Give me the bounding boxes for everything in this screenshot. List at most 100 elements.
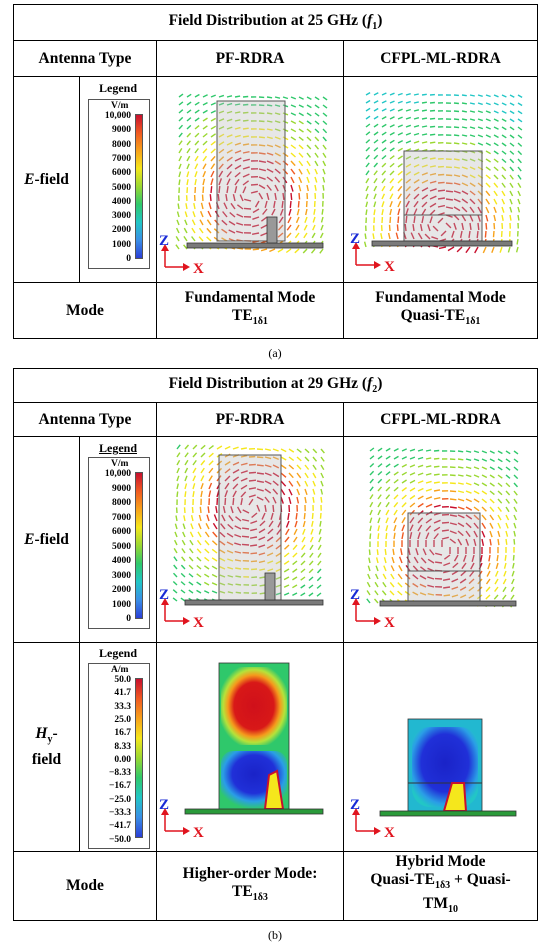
field-vector [381,100,387,104]
field-vector [509,94,515,98]
field-vector [248,487,257,490]
field-vector [317,544,322,551]
field-vector [451,586,459,590]
field-vector [384,548,387,556]
field-vector [210,148,216,154]
field-vector [401,471,408,476]
field-vector [373,185,378,192]
field-vector [493,94,499,98]
field-vector [218,118,225,122]
field-vector [264,488,272,494]
field-vector [441,529,449,532]
field-vector [239,194,244,202]
field-vector [391,556,395,564]
axis-z-label: Z [159,233,169,249]
field-vector [457,498,465,502]
field-vector [312,456,318,462]
field-vector [312,480,316,487]
field-vector [493,206,497,213]
field-vector [429,195,437,200]
field-vector [284,528,290,536]
field-vector [178,163,182,170]
field-vector [274,160,282,166]
field-vector [184,467,189,474]
field-vector [191,219,196,226]
field-vector [322,96,328,101]
field-vector [258,136,265,139]
cfpl-ml-rdra-e-field-plot: Z X [342,76,539,283]
field-vector [272,472,280,478]
field-vector [284,544,290,550]
field-vector [473,506,480,512]
field-vector [248,498,254,506]
field-vector [206,236,212,242]
field-vector [186,109,192,114]
legend-tick-label: −8.33 [108,768,131,779]
field-vector [493,198,498,205]
field-vector [303,224,308,231]
field-vector [485,578,491,585]
field-vector [409,479,416,484]
field-vector [517,142,523,147]
field-vector [182,523,186,530]
field-vector [459,230,463,239]
row-label-mode: Mode [13,282,157,339]
field-vector [461,174,468,178]
field-vector [505,450,511,455]
field-vector [385,471,391,476]
field-vector [202,170,207,178]
field-vector [377,501,382,508]
cfpl-e-field-svg: Z X [350,91,523,275]
field-vector [314,152,319,158]
field-vector [491,246,495,253]
field-vector [449,474,456,477]
field-vector [322,112,328,117]
field-vector [234,178,240,186]
field-vector [453,102,459,105]
field-vector [274,152,281,157]
field-vector [517,214,520,221]
field-vector [235,516,242,522]
field-vector [413,215,416,224]
field-vector [381,162,387,168]
field-vector [409,448,416,452]
field-vector [469,206,475,214]
field-vector [210,178,214,186]
field-vector [453,190,461,194]
field-vector [390,565,395,572]
field-vector [497,450,503,455]
field-vector [290,96,297,100]
legend-tick-label: 1000 [112,599,131,610]
field-vector [230,506,234,514]
field-vector [497,538,500,546]
field-vector [290,128,297,133]
field-vector [401,517,406,524]
field-vector [176,444,181,450]
field-vector [415,548,419,556]
field-vector [481,466,488,470]
field-vector [196,539,202,546]
field-vector [218,178,223,186]
field-vector [451,570,459,576]
field-vector [178,155,183,162]
field-vector [465,514,473,520]
field-vector [196,564,202,570]
field-vector [517,190,521,197]
field-vector [469,134,476,138]
field-vector [401,479,407,484]
field-vector [513,466,519,471]
field-vector [505,466,511,471]
field-vector [449,514,458,517]
hy-field-positive-lobe [221,667,287,745]
field-vector [476,230,479,239]
field-vector [258,192,264,200]
field-vector [453,174,461,178]
ground-plane [184,808,324,815]
field-vector [373,154,379,160]
axis-indicator: Z X [159,233,204,277]
field-vector [409,456,416,460]
field-vector [481,498,488,504]
field-vector [465,450,472,453]
field-vector [229,211,236,218]
field-vector [445,198,454,201]
